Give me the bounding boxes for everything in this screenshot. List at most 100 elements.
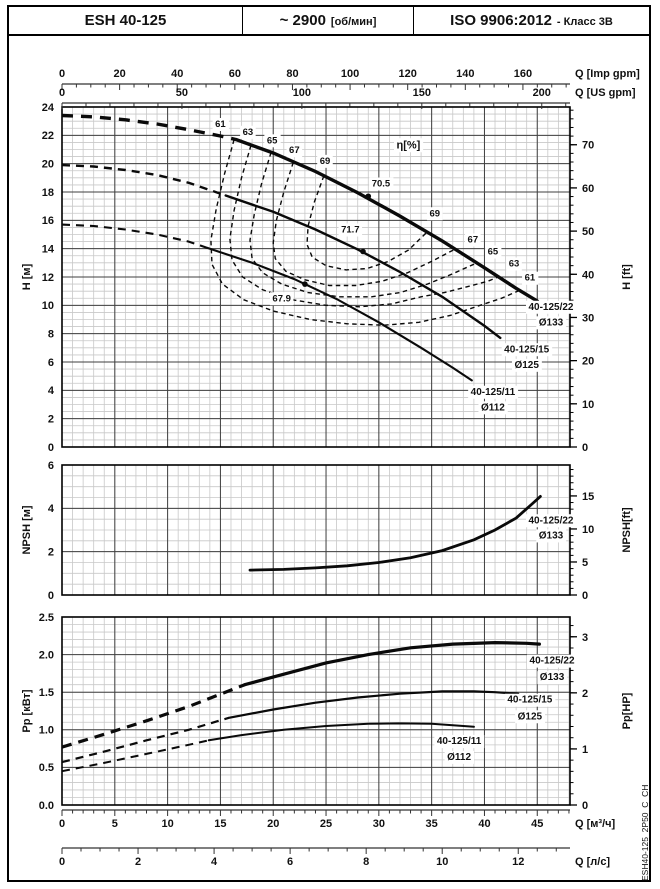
flow-axis-us-gpm-tick-label: 0 bbox=[59, 87, 65, 99]
annotation-bg bbox=[527, 654, 578, 668]
flow-axis-m3h-tick-label: 40 bbox=[478, 818, 490, 830]
npsh-right-tick-label: 0 bbox=[582, 590, 588, 602]
power-left-tick-label: 0.5 bbox=[39, 762, 54, 774]
npsh-right-tick-label: 15 bbox=[582, 491, 594, 503]
annotation-Ø133: Ø133 bbox=[540, 672, 565, 683]
annotation-η[%]: η[%] bbox=[396, 139, 420, 151]
power-y-right-title: Pp[HP] bbox=[621, 692, 633, 729]
npsh-curve-0 bbox=[248, 495, 542, 572]
head-left-tick-label: 18 bbox=[42, 187, 54, 199]
flow-axis-m3h-tick-label: 30 bbox=[373, 818, 385, 830]
annotation-bg bbox=[212, 118, 229, 131]
flow-axis-us-gpm: 0 50 100 150 200 Q [US gpm] bbox=[59, 87, 636, 109]
annotation-bg bbox=[264, 134, 281, 148]
flow-axis-imp-gpm-tick-label: 160 bbox=[514, 68, 532, 80]
annotation-bg bbox=[515, 710, 546, 724]
head-curve-1 bbox=[224, 194, 502, 340]
efficiency-contour-69 bbox=[306, 175, 428, 271]
standard-name: ISO 9906:2012 bbox=[450, 12, 552, 29]
annotation-Ø112: Ø112 bbox=[447, 752, 471, 763]
flow-axis-imp-gpm-tick-label: 120 bbox=[399, 68, 417, 80]
annotation-70.5: 70.5 bbox=[372, 179, 391, 190]
annotation-40-125/11: 40-125/11 bbox=[437, 736, 482, 747]
head-left-tick-label: 4 bbox=[48, 385, 55, 397]
annotation-63: 63 bbox=[243, 127, 254, 138]
best-efficiency-point bbox=[360, 248, 366, 255]
annotation-bg bbox=[525, 300, 577, 314]
annotation-bg bbox=[522, 271, 539, 285]
annotation-bg bbox=[504, 693, 556, 707]
head-left-tick-label: 16 bbox=[42, 215, 54, 227]
power-right-tick-label: 1 bbox=[582, 744, 588, 756]
npsh-left-tick-label: 4 bbox=[48, 503, 55, 515]
flow-axis-lps-tick-label: 12 bbox=[512, 856, 524, 868]
head-right-tick-label: 30 bbox=[582, 312, 594, 324]
pump-speed-unit: [об/мин] bbox=[330, 15, 377, 28]
annotation-bg bbox=[511, 358, 542, 372]
annotation-67.9: 67.9 bbox=[272, 293, 291, 304]
head-right-tick-label: 20 bbox=[582, 356, 594, 368]
head-left-tick-label: 0 bbox=[48, 442, 54, 454]
annotation-61: 61 bbox=[215, 119, 226, 130]
efficiency-contour-67 bbox=[272, 162, 457, 287]
flow-axis-m3h-unit-label: Q [м³/ч] bbox=[575, 818, 616, 830]
head-left-tick-label: 10 bbox=[42, 300, 54, 312]
power-curve-0 bbox=[243, 640, 541, 687]
flow-axis-us-gpm-tick-label: 200 bbox=[533, 87, 551, 99]
annotation-bg bbox=[444, 750, 474, 764]
power-y-left-title: Pp [кВт] bbox=[21, 689, 33, 732]
annotation-63: 63 bbox=[509, 259, 520, 270]
efficiency-contour-61 bbox=[210, 139, 520, 326]
head-right-tick-label: 10 bbox=[582, 399, 594, 411]
flow-axis-imp-gpm-tick-label: 40 bbox=[171, 68, 183, 80]
head-y-left-title: H [м] bbox=[21, 263, 33, 290]
annotation-65: 65 bbox=[267, 135, 278, 146]
flow-axis-m3h-tick-label: 25 bbox=[320, 818, 332, 830]
annotation-40-125/15: 40-125/15 bbox=[504, 344, 549, 355]
head-left-tick-label: 22 bbox=[42, 130, 54, 142]
annotation-bg bbox=[465, 233, 481, 247]
head-curve-dashed-2 bbox=[61, 223, 209, 249]
head-curve-2 bbox=[206, 246, 473, 382]
annotation-bg bbox=[393, 138, 424, 153]
best-efficiency-point bbox=[365, 193, 372, 200]
power-left-tick-label: 0.0 bbox=[39, 800, 54, 812]
annotation-67: 67 bbox=[468, 234, 479, 245]
npsh-right-tick-label: 10 bbox=[582, 524, 594, 536]
annotation-bg bbox=[536, 529, 567, 543]
power-left-tick-label: 1.0 bbox=[39, 725, 54, 737]
head-left-tick-label: 14 bbox=[42, 243, 55, 255]
flow-axis-imp-gpm-tick-label: 60 bbox=[229, 68, 241, 80]
head-right-tick-label: 50 bbox=[582, 226, 594, 238]
annotation-bg bbox=[468, 385, 519, 399]
annotation-Ø133: Ø133 bbox=[539, 530, 564, 541]
annotation-Ø133: Ø133 bbox=[539, 317, 564, 328]
head-right-tick-label: 70 bbox=[582, 140, 594, 152]
annotation-bg bbox=[525, 514, 577, 528]
npsh-chart: 0 2 4 6 0 5 10 15 NPSH [м] NPSH[ft] 40-125/22 Ø133 bbox=[21, 460, 633, 602]
annotation-bg bbox=[369, 177, 394, 191]
power-curve-dashed-0 bbox=[61, 683, 246, 749]
annotation-69: 69 bbox=[430, 208, 441, 219]
flow-axis-m3h-tick-label: 45 bbox=[531, 818, 543, 830]
head-left-tick-label: 20 bbox=[42, 158, 54, 170]
head-left-tick-label: 12 bbox=[42, 272, 54, 284]
power-left-tick-label: 1.5 bbox=[39, 687, 54, 699]
annotation-Ø112: Ø112 bbox=[481, 402, 505, 413]
efficiency-contour-65 bbox=[249, 152, 478, 298]
document-code: ESH40-125_2P50_C_CH bbox=[640, 785, 650, 881]
flow-axis-lps-tick-label: 2 bbox=[135, 856, 141, 868]
annotation-bg bbox=[317, 154, 333, 168]
pump-speed-value: ~ 2900 bbox=[279, 12, 326, 29]
power-right-tick-label: 2 bbox=[582, 688, 588, 700]
head-curve-dashed-1 bbox=[61, 163, 227, 197]
flow-axis-us-gpm-unit-label: Q [US gpm] bbox=[575, 87, 636, 99]
annotation-40-125/22: 40-125/22 bbox=[528, 302, 573, 313]
power-chart: 0.0 0.5 1.0 1.5 2.0 2.5 0 1 2 3 Pp [кВт] Pp[HP] 40-1… bbox=[21, 612, 633, 812]
annotation-bg bbox=[537, 671, 568, 685]
head-right-tick-label: 0 bbox=[582, 442, 588, 454]
flow-axis-lps-tick-label: 4 bbox=[211, 856, 218, 868]
flow-axis-lps: 0 2 4 6 8 10 12 Q [л/с] bbox=[59, 847, 610, 868]
annotation-Ø125: Ø125 bbox=[518, 711, 543, 722]
